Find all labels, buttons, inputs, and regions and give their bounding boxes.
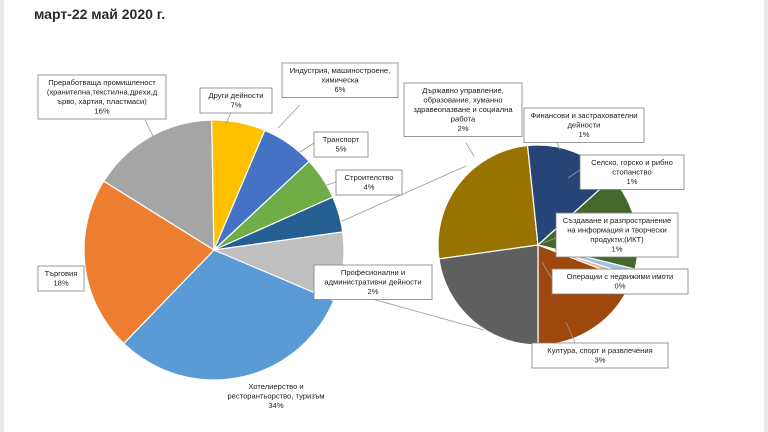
slice-name-label: здравеопазване и социална (413, 105, 513, 114)
leader-line (299, 142, 315, 153)
chart-heading: март-22 май 2020 г. (34, 6, 166, 22)
label-main-3: Преработваща промишленост(хранителна,тек… (37, 74, 167, 120)
slice-name-label: Култура, спорт и развлечения (547, 346, 652, 355)
connector-top (339, 165, 467, 223)
slice-name-label: стопанство (612, 168, 651, 177)
slice-percent-label: 4% (364, 183, 375, 192)
label-box (37, 265, 85, 292)
leader-line (317, 181, 337, 189)
slice-percent-label: 34% (268, 401, 283, 410)
slice-percent-label: 6% (335, 85, 346, 94)
slice-name-label: Строителство (345, 173, 394, 182)
leader-line (542, 237, 557, 244)
slice-name-label: Индустрия, машиностроене, (290, 66, 391, 75)
leader-line (567, 169, 581, 179)
label-box (531, 342, 669, 369)
slice-percent-label: 18% (53, 279, 68, 288)
leader-line (277, 104, 301, 129)
label-box (199, 87, 273, 114)
slice-name-label: Професионални и (341, 268, 405, 277)
slice-name-label: ресторантьорство, туризъм (227, 392, 324, 401)
slice-percent-label: 1% (612, 245, 623, 254)
slice-percent-label: 1% (627, 177, 638, 186)
slice-name-label: административни дейности (324, 278, 421, 287)
leader-line (541, 261, 553, 280)
slice-percent-label: 16% (94, 107, 109, 116)
label-box (281, 62, 399, 98)
slice-name-label: Търговия (45, 269, 78, 278)
slice-name-label: дейности (568, 121, 601, 130)
main-slice-търговия (83, 180, 215, 345)
slice-percent-label: 0% (615, 282, 626, 291)
slice-percent-label: 1% (579, 130, 590, 139)
slice-percent-label: 5% (336, 145, 347, 154)
slice-name-label: образование, хуманно (423, 96, 502, 105)
right-frame-strip (764, 0, 768, 432)
slice-name-label: ърво, хартия, пластмаси) (57, 97, 147, 106)
leader-line (565, 321, 576, 344)
slice-percent-label: 7% (231, 101, 242, 110)
slice-name-label: Операции с недвижими имоти (567, 272, 674, 281)
secondary-slice-1 (437, 144, 539, 260)
leader-line (465, 142, 475, 157)
slice-name-label: продукти;(ИКТ) (590, 235, 644, 244)
label-box (579, 154, 685, 190)
label-box (555, 212, 679, 258)
slice-name-label: Държавно управление, (422, 86, 504, 95)
slice-name-label: Други дейности (208, 91, 263, 100)
slice-percent-label: 2% (368, 287, 379, 296)
slice-name-label: на информация и творчески (567, 226, 667, 235)
label-box (551, 268, 689, 295)
label-box (313, 131, 369, 158)
slice-name-label: Селско, горско и рибно (591, 158, 673, 167)
slice-percent-label: 2% (458, 124, 469, 133)
label-secondary-1: Държавно управление,образование, хуманно… (403, 82, 523, 137)
label-box (37, 74, 167, 120)
label-box (523, 107, 645, 143)
slice-name-label: (хранителна,текстилна,дрехи,д (47, 88, 158, 97)
slice-name-label: работа (451, 115, 476, 124)
secondary-slice-7 (438, 244, 539, 346)
slice-name-label: Хотелиерство и (248, 382, 303, 391)
label-box (313, 264, 433, 300)
slice-name-label: Транспорт (323, 135, 360, 144)
slice-name-label: Преработваща промишленост (48, 78, 156, 87)
main-slice-преработваща-промишленост-хр (102, 119, 215, 252)
slice-name-label: Създаване и разпространение (563, 216, 671, 225)
main-pie (83, 119, 345, 381)
slice-name-label: Финансови и застрахователни (530, 111, 637, 120)
label-box (335, 169, 403, 196)
slice-name-label: химическа (321, 76, 359, 85)
label-box (403, 82, 523, 137)
leader-line (144, 119, 156, 141)
slice-percent-label: 3% (595, 356, 606, 365)
leader-lines (144, 104, 581, 344)
left-frame-strip (0, 0, 4, 432)
